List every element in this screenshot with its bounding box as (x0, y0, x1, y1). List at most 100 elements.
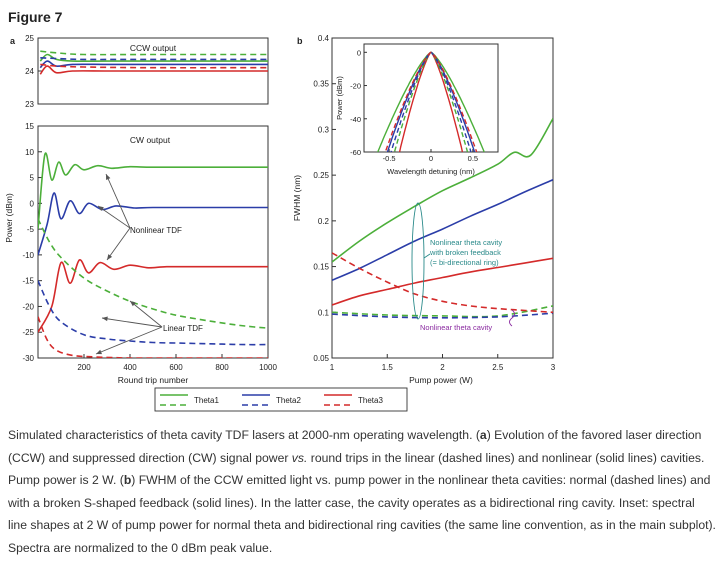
fwhm-ytick-label: 0.25 (313, 171, 329, 180)
cw-ytick-label: 10 (25, 148, 34, 157)
ccw-subplot-title: CCW output (130, 43, 177, 53)
annotation-broken-feedback: with broken feedback (429, 248, 501, 257)
fwhm-theta2-solid-line (332, 178, 553, 282)
cw-theta3-dashed-line (38, 316, 268, 358)
arrow-linear-3 (95, 326, 163, 355)
fwhm-xtick-label: 1.5 (382, 363, 394, 372)
fwhm-ytick-label: 0.35 (313, 80, 329, 89)
inset-ylabel: Power (dBm) (335, 76, 344, 120)
cw-ytick-label: 15 (25, 122, 34, 131)
cw-theta3-solid-line (38, 259, 268, 333)
inset-ytick-label: 0 (357, 48, 361, 57)
cw-ytick-label: -5 (27, 225, 35, 234)
ccw-ytick-label: 24 (25, 67, 34, 76)
cw-ytick-label: -10 (22, 251, 34, 260)
caption-vs: vs. (291, 450, 308, 465)
arrow-nonlinear-3-head (107, 254, 113, 260)
fwhm-ytick-label: 0.15 (313, 263, 329, 272)
cw-ytick-label: -20 (22, 302, 34, 311)
annotation-theta-cavity: Nonlinear theta cavity (420, 323, 492, 332)
inset-xtick-label: 0 (429, 154, 433, 163)
arrow-nonlinear-1-head (106, 174, 111, 180)
legend-label-theta1: Theta1 (194, 396, 219, 405)
annotation-theta-brace (509, 309, 515, 327)
panel-label-a: a (10, 36, 16, 46)
fwhm-theta3-dashed-line (332, 252, 553, 314)
fwhm-ytick-label: 0.1 (318, 308, 330, 317)
cw-ytick-label: -30 (22, 354, 34, 363)
arrow-linear-3-head (96, 349, 102, 355)
arrow-nonlinear-2 (97, 205, 131, 229)
figure-title: Figure 7 (8, 9, 63, 25)
inset-xtick-label: -0.5 (383, 154, 396, 163)
cw-theta1-solid-line (38, 152, 268, 230)
inset-theta3-dashed-line (384, 51, 478, 152)
cw-xtick-label: 600 (169, 363, 183, 372)
legend-label-theta3: Theta3 (358, 396, 383, 405)
cw-plot-frame (37, 125, 269, 359)
arrow-nonlinear-2-head (98, 206, 104, 212)
cw-xtick-label: 200 (77, 363, 91, 372)
ccw-theta2-solid-line (39, 60, 268, 69)
ccw-ytick-label: 23 (25, 100, 34, 109)
ccw-theta2-dashed-line (40, 57, 268, 61)
cw-xtick-label: 800 (215, 363, 229, 372)
cw-ytick-label: -15 (22, 277, 34, 286)
arrow-nonlinear-1 (105, 173, 131, 229)
ccw-theta1-solid-line (39, 53, 268, 63)
fwhm-ytick-label: 0.4 (318, 34, 330, 43)
inset-ytick-label: -20 (350, 82, 361, 91)
fwhm-theta1-solid-line (332, 118, 553, 263)
cw-ytick-label: -25 (22, 328, 34, 337)
ccw-theta3-dashed-line (40, 63, 268, 69)
caption-text: round trips in the linear (dashed lines)… (8, 450, 705, 488)
inset-xtick-label: 0.5 (468, 154, 478, 163)
arrow-linear-1-head (130, 301, 136, 307)
inset-xlabel: Wavelength detuning (nm) (387, 167, 475, 176)
inset-ytick-label: -60 (350, 148, 361, 157)
annotation-broken-feedback: (= bi-directional ring) (430, 258, 499, 267)
fwhm-xlabel: Pump power (W) (409, 375, 473, 385)
caption-text: ) FWHM of the CCW emitted light vs. pump… (8, 473, 716, 555)
inset-ytick-label: -40 (350, 115, 361, 124)
cw-ylabel: Power (dBm) (4, 193, 14, 243)
fwhm-theta1-dashed-line (332, 305, 553, 318)
panel-label-b: b (297, 36, 303, 46)
ccw-theta3-solid-line (39, 65, 268, 75)
annotation-broken-feedback-connector (423, 253, 431, 259)
legend-label-theta2: Theta2 (276, 396, 301, 405)
annotation-broken-feedback: Nonlinear theta cavity (430, 238, 502, 247)
annotation-nonlinear-tdf: Nonlinear TDF (130, 226, 182, 235)
inset-frame (363, 43, 499, 153)
caption-panel-b: b (123, 473, 132, 487)
arrow-linear-1 (129, 300, 163, 328)
cw-theta1-dashed-line (38, 218, 268, 329)
annotation-ellipse (411, 202, 425, 320)
fwhm-theta2-dashed-line (332, 312, 553, 319)
cw-subplot-title: CW output (130, 135, 171, 145)
caption-text: Simulated characteristics of theta cavit… (8, 428, 480, 442)
cw-xtick-label: 1000 (259, 363, 277, 372)
annotation-linear-tdf: Linear TDF (163, 324, 203, 333)
cw-xlabel: Round trip number (118, 375, 189, 385)
caption-text: ) Evolution of the favored laser directi… (8, 428, 702, 465)
arrow-linear-2 (101, 317, 163, 328)
fwhm-xtick-label: 3 (551, 363, 556, 372)
fwhm-xtick-label: 1 (330, 363, 335, 372)
figure-caption: Simulated characteristics of theta cavit… (8, 424, 716, 559)
cw-theta2-dashed-line (38, 280, 268, 346)
fwhm-xtick-label: 2 (440, 363, 445, 372)
cw-theta2-solid-line (38, 192, 268, 256)
arrow-nonlinear-3 (106, 227, 131, 261)
fwhm-ytick-label: 0.3 (318, 125, 330, 134)
fwhm-ytick-label: 0.2 (318, 217, 330, 226)
cw-xtick-label: 400 (123, 363, 137, 372)
fwhm-ylabel: FWHM (nm) (292, 175, 302, 221)
cw-ytick-label: 5 (30, 174, 35, 183)
ccw-ytick-label: 25 (25, 34, 34, 43)
cw-ytick-label: 0 (30, 199, 35, 208)
fwhm-ytick-label: 0.05 (313, 354, 329, 363)
ccw-theta1-dashed-line (40, 50, 268, 56)
arrow-linear-2-head (102, 316, 108, 322)
